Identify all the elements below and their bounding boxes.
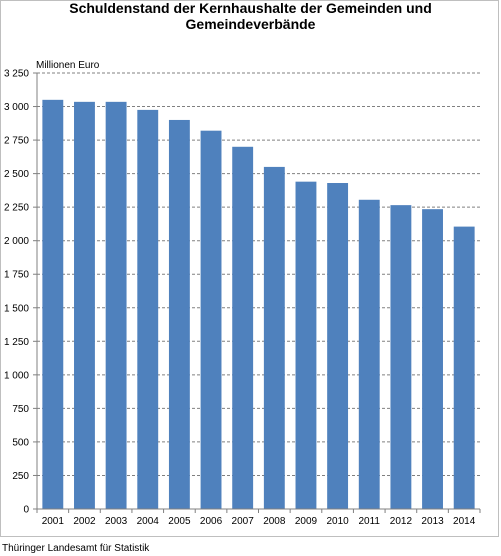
- x-tick-label: 2001: [42, 516, 65, 527]
- chart-title: Schuldenstand der Kernhaushalte der Geme…: [0, 0, 501, 32]
- x-tick-label: 2009: [295, 516, 318, 527]
- x-tick-label: 2005: [168, 516, 191, 527]
- y-tick-label: 1 500: [4, 303, 29, 314]
- bar: [453, 226, 475, 510]
- bar: [168, 119, 190, 509]
- bar: [358, 199, 380, 509]
- y-tick-label: 3 250: [4, 69, 29, 80]
- bar: [200, 130, 222, 509]
- y-tick-label: 1 250: [4, 337, 29, 348]
- x-tick-label: 2003: [105, 516, 128, 527]
- bar: [263, 166, 285, 509]
- bar-chart: 0 250 500 750 1 000 1 250 1 500 1 750 2 000 2 250…: [4, 69, 481, 527]
- bar: [422, 209, 443, 510]
- source-note: Thüringer Landesamt für Statistik: [2, 543, 150, 554]
- x-tick-label: 2008: [263, 516, 286, 527]
- bar: [137, 109, 159, 510]
- y-tick-label: 2 750: [4, 136, 29, 147]
- bar: [327, 183, 349, 509]
- y-tick-label: 2 000: [4, 236, 29, 247]
- y-tick-label: 3 000: [4, 102, 29, 113]
- chart-title-line-2: Gemeindeverbände: [185, 16, 316, 32]
- y-axis-label: Millionen Euro: [36, 60, 100, 71]
- x-tick-label: 2006: [200, 516, 223, 527]
- x-tick-label: 2014: [453, 516, 476, 527]
- bar: [390, 205, 412, 509]
- x-tick-label: 2004: [137, 516, 160, 527]
- x-tick-label: 2011: [358, 516, 380, 527]
- bar: [105, 101, 127, 509]
- bar: [232, 146, 254, 510]
- chart-title-line-1: Schuldenstand der Kernhaushalte der Geme…: [69, 0, 432, 16]
- chart-frame: [0, 0, 499, 537]
- y-tick-label: 500: [12, 437, 29, 448]
- y-tick-label: 1 000: [4, 370, 29, 381]
- x-tick-label: 2012: [390, 516, 413, 527]
- x-tick-label: 2007: [232, 516, 255, 527]
- x-tick-label: 2002: [73, 516, 96, 527]
- y-tick-label: 2 500: [4, 169, 29, 180]
- x-tick-label: 2013: [421, 516, 444, 527]
- y-tick-label: 1 750: [4, 270, 29, 281]
- y-tick-label: 2 250: [4, 203, 29, 214]
- x-tick-label: 2010: [326, 516, 349, 527]
- y-tick-label: 0: [23, 505, 29, 516]
- y-tick-label: 250: [12, 471, 29, 482]
- y-tick-label: 750: [12, 404, 29, 415]
- bar: [295, 181, 317, 509]
- bar: [74, 101, 95, 509]
- bar: [42, 99, 64, 509]
